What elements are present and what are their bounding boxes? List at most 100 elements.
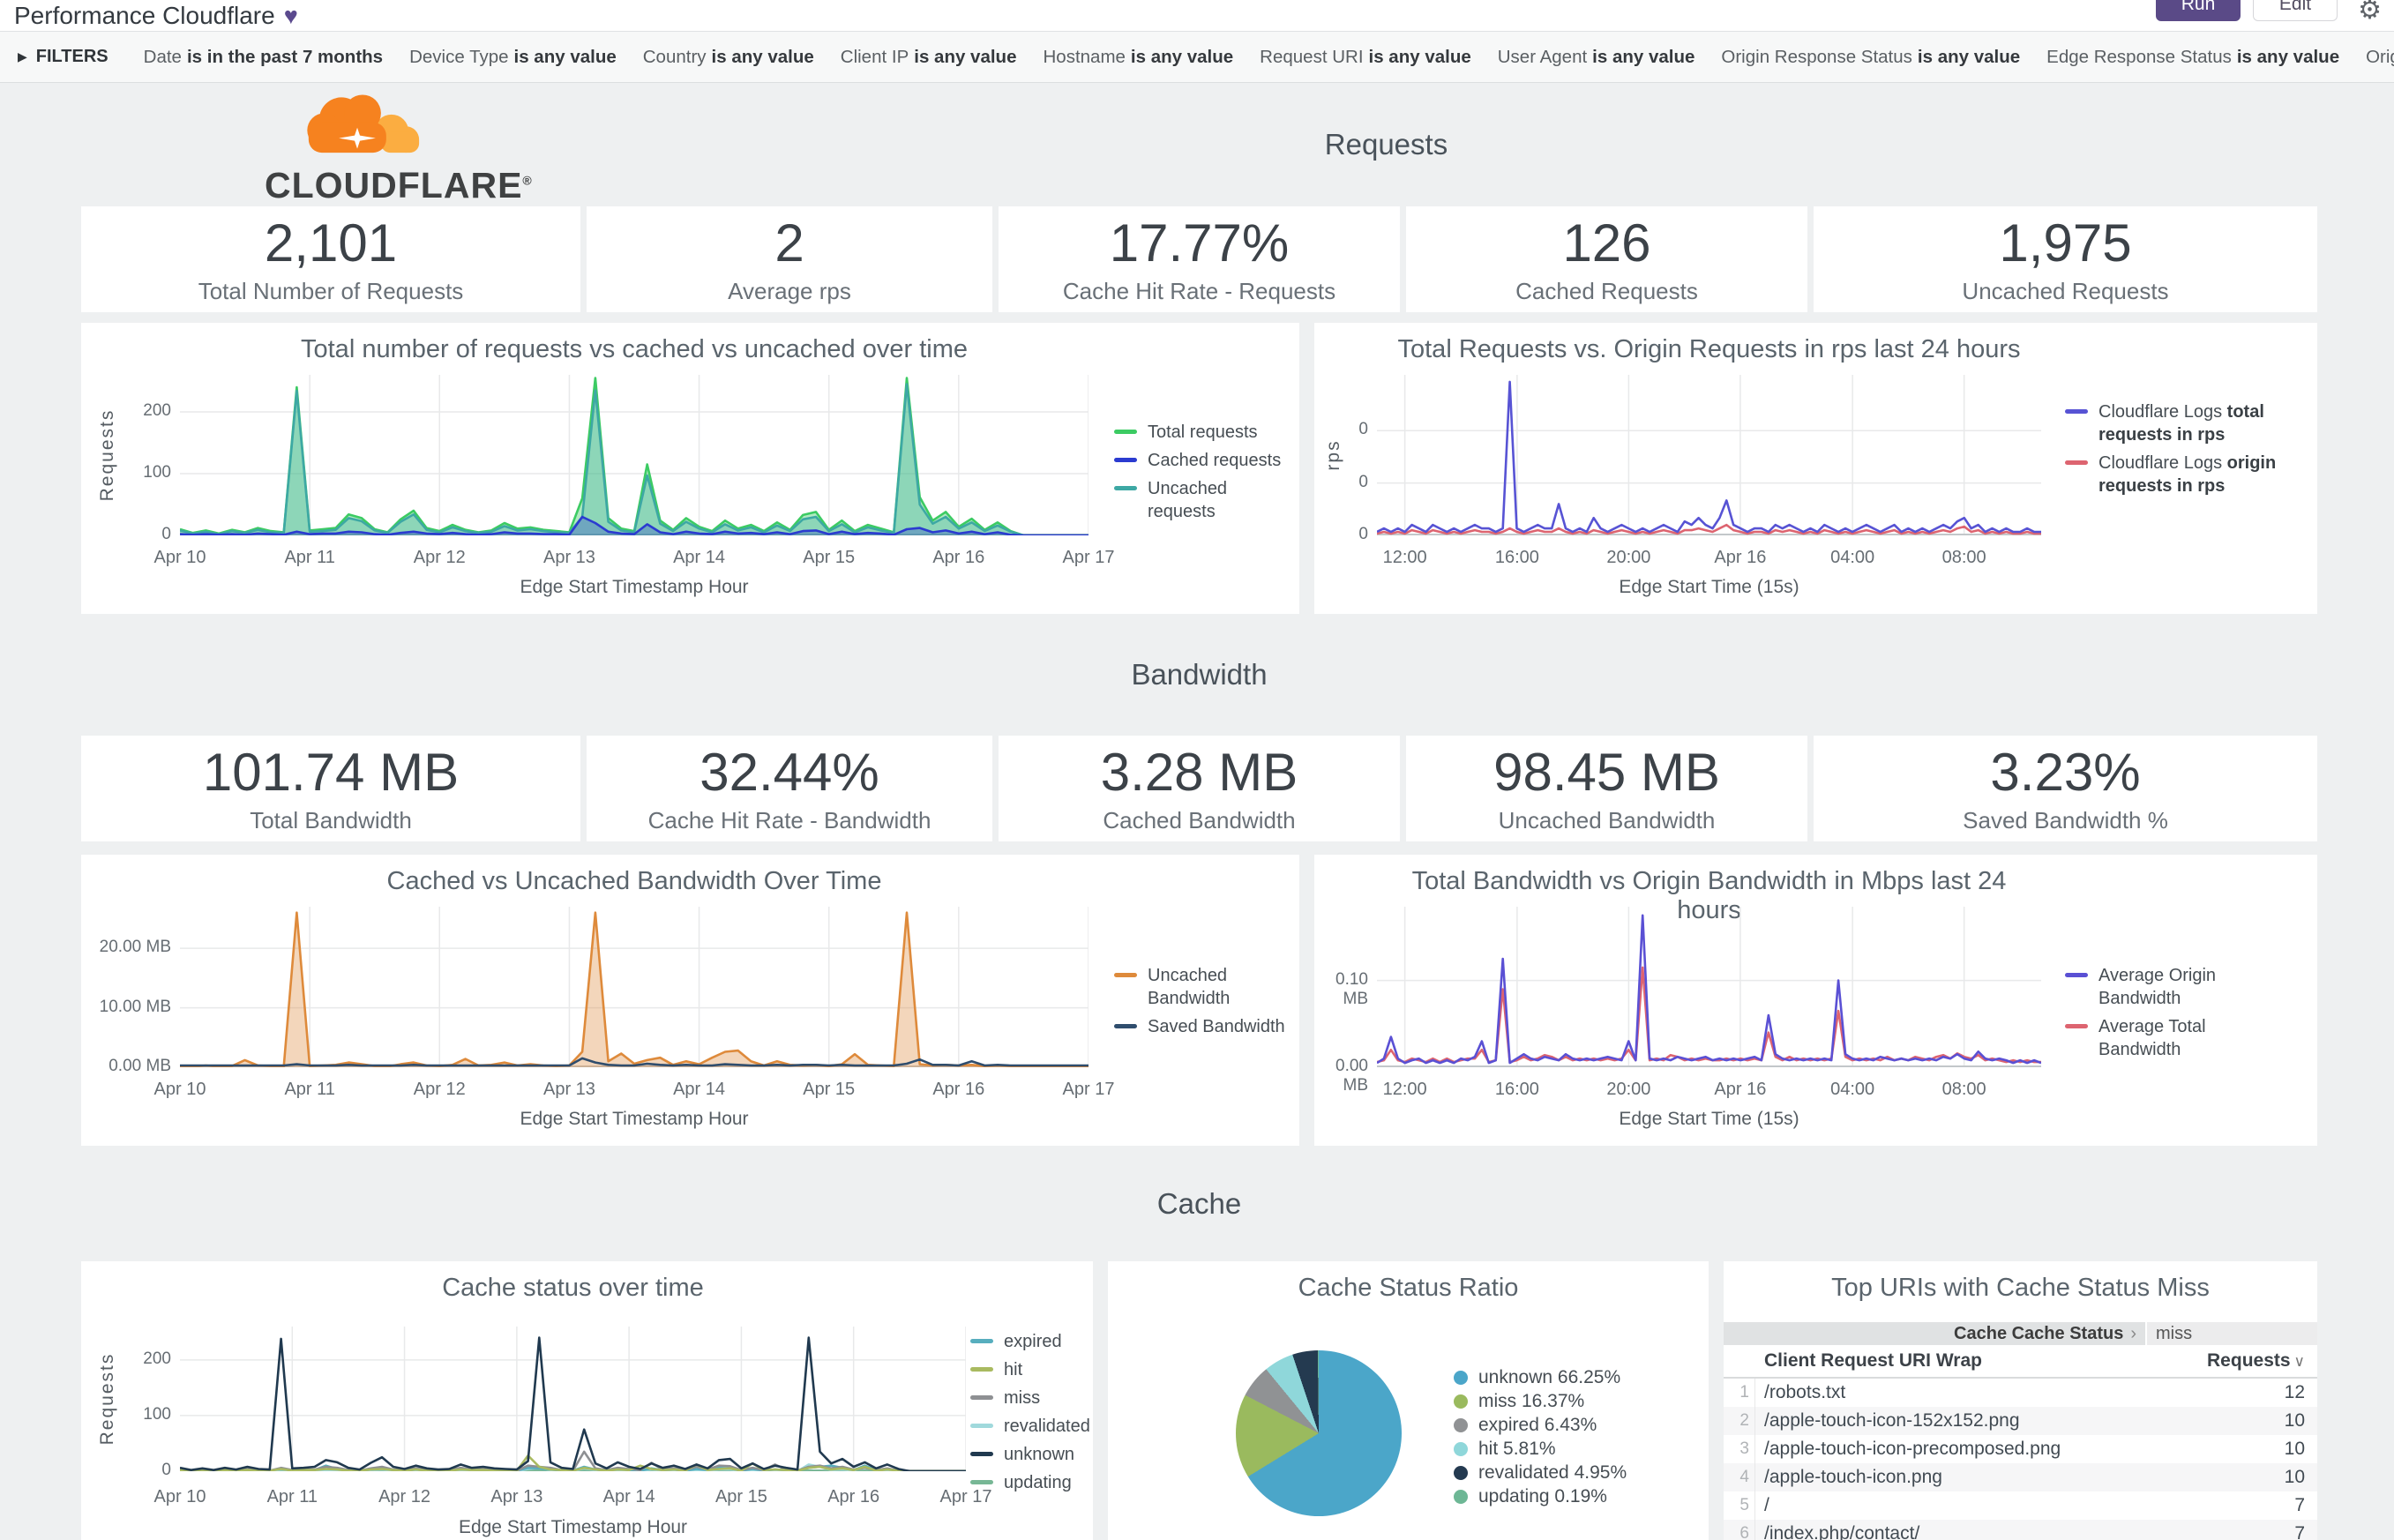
pie-legend-dot-icon <box>1454 1489 1468 1504</box>
legend-label: Total requests <box>1148 422 1258 442</box>
legend-item-expired[interactable]: expired <box>970 1330 1094 1353</box>
column-header-requests[interactable]: Requests ∨ <box>2207 1350 2305 1371</box>
table-row: 6/index.php/contact/7 <box>1724 1520 2317 1540</box>
column-header-uri[interactable]: Client Request URI Wrap <box>1764 1350 1982 1371</box>
chart-legend: Average Origin Bandwidth Average Total Ba… <box>2065 964 2277 1066</box>
filter-item-edge-response-status[interactable]: Edge Response Status is any value <box>2046 46 2340 67</box>
edit-button[interactable]: Edit <box>2253 0 2338 21</box>
chart-plot-area <box>1377 375 2041 535</box>
filter-item-date[interactable]: Date is in the past 7 months <box>143 46 384 67</box>
run-button[interactable]: Run <box>2156 0 2241 21</box>
kpi-label: Total Number of Requests <box>198 277 464 304</box>
legend-item-unknown[interactable]: unknown <box>970 1443 1094 1466</box>
kpi-label: Uncached Requests <box>1962 277 2169 304</box>
pie-card-cache-status-ratio: Cache Status Ratio unknown 66.25% miss 16.… <box>1108 1261 1709 1540</box>
kpi-label: Cache Hit Rate - Requests <box>1062 277 1336 304</box>
cloudflare-wordmark: CLOUDFLARE® <box>265 165 533 206</box>
x-axis-title: Edge Start Timestamp Hour <box>520 577 749 597</box>
pie-legend-item-unknown[interactable]: unknown 66.25% <box>1454 1365 1627 1389</box>
y-tick-label: 10.00 MB <box>99 997 171 1016</box>
legend-item-revalidated[interactable]: revalidated <box>970 1415 1094 1438</box>
legend-label: Average Origin Bandwidth <box>2098 966 2217 1008</box>
chart-plot-area <box>180 907 1089 1067</box>
legend-item-cloudflare-logs-total-requests-in-rps[interactable]: Cloudflare Logs total requests in rps <box>2065 400 2277 446</box>
settings-gear-icon[interactable]: ⚙ <box>2358 0 2382 25</box>
legend-item-cloudflare-logs-origin-requests-in-rps[interactable]: Cloudflare Logs origin requests in rps <box>2065 452 2277 497</box>
pie-legend-label: revalidated 4.95% <box>1478 1462 1627 1483</box>
chart-title: Total Requests vs. Origin Requests in rp… <box>1397 335 2021 363</box>
legend-item-average-origin-bandwidth[interactable]: Average Origin Bandwidth <box>2065 964 2277 1010</box>
requests-chart-row: Total number of requests vs cached vs un… <box>81 323 2317 614</box>
legend-item-uncached-requests[interactable]: Uncached requests <box>1114 477 1299 523</box>
y-tick-label: 0.10 MB <box>1335 969 1368 1008</box>
legend-label: Uncached requests <box>1148 479 1228 521</box>
row-number: 4 <box>1724 1463 1755 1491</box>
y-tick-label: 0 <box>161 1461 171 1479</box>
legend-swatch-icon <box>970 1367 993 1372</box>
section-title-bandwidth: Bandwidth <box>1131 658 1268 691</box>
pie-legend-item-expired[interactable]: expired 6.43% <box>1454 1413 1627 1437</box>
pie-legend-item-revalidated[interactable]: revalidated 4.95% <box>1454 1461 1627 1484</box>
legend-item-hit[interactable]: hit <box>970 1358 1094 1381</box>
row-number: 5 <box>1724 1491 1755 1520</box>
kpi-row-requests: 2,101 Total Number of Requests 2 Average rp… <box>81 206 2317 312</box>
filter-item-origin-response-status[interactable]: Origin Response Status is any value <box>1721 46 2021 67</box>
cell-uri: /apple-touch-icon-precomposed.png <box>1764 1439 2061 1459</box>
pie-legend-dot-icon <box>1454 1417 1468 1432</box>
x-tick-label: Apr 13 <box>542 1080 595 1099</box>
x-tick-label: 08:00 <box>1941 548 1986 567</box>
pie-legend-dot-icon <box>1454 1370 1468 1385</box>
kpi-value: 101.74 MB <box>202 742 460 802</box>
pivot-field-label[interactable]: Cache Cache Status › <box>1724 1322 2145 1345</box>
legend-item-saved-bandwidth[interactable]: Saved Bandwidth <box>1114 1015 1299 1038</box>
filter-item-device-type[interactable]: Device Type is any value <box>409 46 617 67</box>
requests-kpi-tile: 1,975 Uncached Requests <box>1814 206 2317 312</box>
chart-legend: expired hit miss revalidated unknown updating <box>970 1330 1094 1499</box>
cell-requests: 10 <box>2284 1439 2305 1459</box>
legend-item-miss[interactable]: miss <box>970 1387 1094 1409</box>
filter-item-client-ip[interactable]: Client IP is any value <box>840 46 1017 67</box>
chart-card-requests-over-time: Total number of requests vs cached vs un… <box>81 323 1299 614</box>
kpi-value: 32.44% <box>699 742 879 802</box>
cell-uri: /index.php/contact/ <box>1764 1523 1920 1540</box>
x-tick-label: Apr 13 <box>490 1487 543 1506</box>
filter-item-country[interactable]: Country is any value <box>642 46 814 67</box>
table-pivot-band: Cache Cache Status › miss <box>1724 1322 2317 1345</box>
legend-label: updating <box>1004 1473 1072 1492</box>
legend-item-total-requests[interactable]: Total requests <box>1114 421 1299 444</box>
pie-legend-item-miss[interactable]: miss 16.37% <box>1454 1389 1627 1413</box>
legend-swatch-icon <box>1114 1024 1137 1028</box>
y-tick-label: 200 <box>143 1349 171 1368</box>
filter-item-request-uri[interactable]: Request URI is any value <box>1260 46 1471 67</box>
table-row: 1/robots.txt 12 <box>1724 1379 2317 1407</box>
heart-icon: ♥ <box>283 3 298 29</box>
kpi-label: Cached Requests <box>1515 277 1698 304</box>
chart-legend: Uncached Bandwidth Saved Bandwidth <box>1114 964 1299 1043</box>
y-tick-label: 200 <box>143 401 171 420</box>
x-tick-label: Apr 16 <box>932 1080 985 1099</box>
legend-item-uncached-bandwidth[interactable]: Uncached Bandwidth <box>1114 964 1299 1010</box>
filters-toggle[interactable]: ▶ FILTERS <box>18 47 108 67</box>
filter-item-user-agent[interactable]: User Agent is any value <box>1497 46 1695 67</box>
registered-mark: ® <box>522 173 533 188</box>
x-tick-label: Apr 16 <box>932 548 985 567</box>
x-tick-label: Apr 15 <box>803 548 856 567</box>
legend-item-cached-requests[interactable]: Cached requests <box>1114 449 1299 472</box>
legend-item-average-total-bandwidth[interactable]: Average Total Bandwidth <box>2065 1015 2277 1061</box>
bandwidth-kpi-tile: 98.45 MB Uncached Bandwidth <box>1406 736 1807 841</box>
x-tick-label: Apr 10 <box>153 548 206 567</box>
pie-legend-item-updating[interactable]: updating 0.19% <box>1454 1484 1627 1508</box>
legend-swatch-icon <box>2065 1024 2088 1028</box>
pie-legend-item-hit[interactable]: hit 5.81% <box>1454 1437 1627 1461</box>
filter-item-hostname[interactable]: Hostname is any value <box>1043 46 1234 67</box>
bandwidth-kpi-tile: 3.23% Saved Bandwidth % <box>1814 736 2317 841</box>
cloudflare-cloud-icon <box>307 94 420 153</box>
kpi-value: 2 <box>774 213 804 273</box>
table-row: 2/apple-touch-icon-152x152.png 10 <box>1724 1407 2317 1435</box>
x-tick-label: 20:00 <box>1606 1080 1651 1099</box>
legend-item-updating[interactable]: updating <box>970 1471 1094 1494</box>
x-tick-label: Apr 12 <box>413 1080 466 1099</box>
pie-legend-label: hit 5.81% <box>1478 1438 1556 1459</box>
legend-swatch-icon <box>1114 458 1137 462</box>
